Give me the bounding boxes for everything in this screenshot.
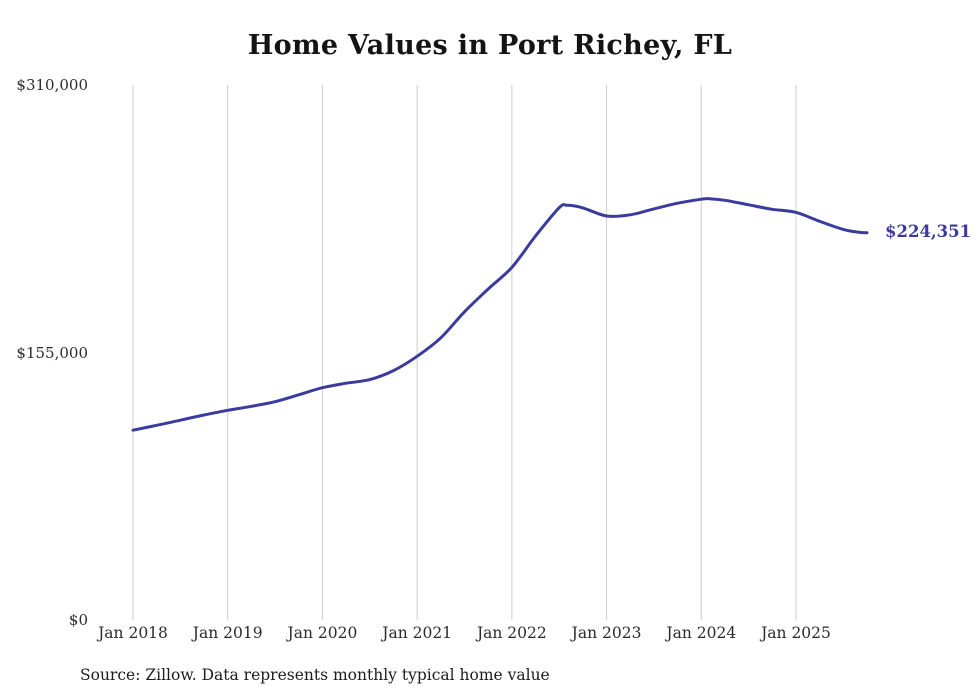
y-tick-label: $0: [68, 611, 88, 629]
x-tick-label: Jan 2020: [287, 624, 358, 642]
source-note: Source: Zillow. Data represents monthly …: [80, 666, 550, 684]
y-tick-label: $310,000: [16, 76, 88, 94]
value-line: [131, 197, 869, 432]
y-tick-label: $155,000: [16, 343, 88, 362]
x-tick-label: Jan 2023: [571, 624, 642, 642]
x-tick-label: Jan 2018: [98, 624, 168, 642]
x-tick-label: Jan 2025: [761, 624, 831, 642]
x-tick-label: Jan 2024: [666, 624, 737, 642]
end-value-label: $224,351: [885, 221, 972, 241]
y-axis: $0 $155,000 $310,000: [0, 0, 100, 699]
x-tick-label: Jan 2022: [476, 624, 547, 642]
x-tick-label: Jan 2019: [192, 624, 263, 642]
chart-title: Home Values in Port Richey, FL: [247, 30, 733, 61]
x-tick-label: Jan 2021: [382, 624, 453, 642]
x-axis: Jan 2018 Jan 2019 Jan 2020 Jan 2021 Jan 2022…: [0, 624, 980, 648]
